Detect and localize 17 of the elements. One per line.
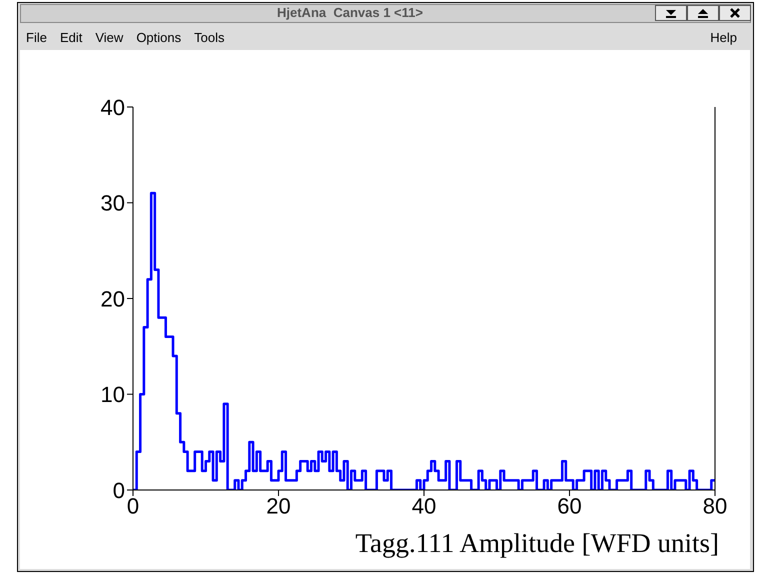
- text: Tools: [194, 30, 224, 45]
- y-tick-label: 20: [100, 286, 125, 312]
- x-tick-label: 20: [266, 494, 291, 519]
- text: Options: [136, 30, 182, 45]
- y-tick-label: 0: [112, 478, 125, 503]
- text: HjetAna Canvas 1 <11>: [276, 4, 424, 22]
- text: File: [26, 30, 47, 45]
- text: Help: [710, 30, 737, 45]
- text: View: [95, 30, 124, 45]
- x-tick-label: 40: [412, 494, 436, 519]
- x-tick-label: 80: [702, 494, 728, 519]
- x-tick-label: 60: [557, 494, 582, 519]
- text: Edit: [60, 30, 82, 45]
- y-tick-label: 30: [100, 190, 125, 216]
- x-axis-title: Tagg.111 Amplitude [WFD units]: [355, 528, 719, 559]
- y-tick-label: 10: [100, 382, 125, 408]
- y-tick-label: 40: [100, 94, 125, 120]
